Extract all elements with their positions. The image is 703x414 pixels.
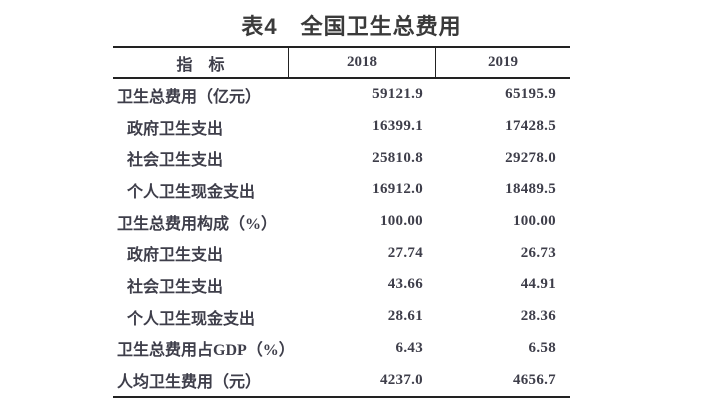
value-2019: 29278.0 (505, 149, 556, 166)
row-label: 卫生总费用构成（%） (117, 215, 278, 233)
page-title: 表4 全国卫生总费用 (241, 14, 462, 39)
table-header: 指 标 2018 2019 (113, 48, 570, 79)
value-2018: 59121.9 (372, 86, 423, 103)
value-2018: 6.43 (395, 339, 423, 356)
value-2018: 28.61 (387, 308, 423, 325)
row-label: 个人卫生现金支出 (127, 183, 256, 201)
table-row: 个人卫生现金支出 28.61 28.36 (113, 301, 570, 333)
value-2019: 26.73 (520, 244, 556, 261)
value-2019: 4656.7 (512, 371, 556, 388)
row-label: 个人卫生现金支出 (127, 310, 256, 328)
value-2019: 18489.5 (505, 181, 556, 198)
row-label: 社会卫生支出 (127, 152, 224, 170)
row-label: 卫生总费用占GDP（%） (117, 342, 295, 360)
table-body: 卫生总费用（亿元） 59121.9 65195.9 政府卫生支出 16399.1… (113, 79, 570, 396)
header-indicator: 指 标 (176, 56, 225, 74)
value-2019: 28.36 (520, 308, 556, 325)
table-row: 卫生总费用构成（%） 100.00 100.00 (113, 206, 570, 238)
header-2019: 2019 (435, 48, 570, 77)
table-row: 个人卫生现金支出 16912.0 18489.5 (113, 174, 570, 206)
value-2018: 27.74 (387, 244, 423, 261)
value-2019: 17428.5 (505, 118, 556, 135)
row-label: 社会卫生支出 (127, 278, 224, 296)
table-row: 卫生总费用（亿元） 59121.9 65195.9 (113, 79, 570, 111)
row-label: 政府卫生支出 (127, 247, 224, 265)
value-2018: 43.66 (387, 276, 423, 293)
health-expenditure-table: 指 标 2018 2019 卫生总费用（亿元） 59121.9 65195.9 … (113, 46, 570, 398)
value-2018: 16399.1 (372, 118, 423, 135)
table-row: 人均卫生费用（元） 4237.0 4656.7 (113, 364, 570, 396)
row-label: 人均卫生费用（元） (117, 374, 262, 392)
row-label: 卫生总费用（亿元） (117, 88, 262, 106)
table-row: 政府卫生支出 16399.1 17428.5 (113, 111, 570, 143)
value-2019: 6.58 (528, 339, 556, 356)
value-2019: 44.91 (520, 276, 556, 293)
value-2019: 100.00 (512, 213, 556, 230)
value-2018: 4237.0 (379, 371, 423, 388)
row-label: 政府卫生支出 (127, 120, 224, 138)
value-2019: 65195.9 (505, 86, 556, 103)
value-2018: 25810.8 (372, 149, 423, 166)
table-row: 政府卫生支出 27.74 26.73 (113, 237, 570, 269)
header-2018: 2018 (288, 48, 435, 77)
value-2018: 100.00 (379, 213, 423, 230)
table-row: 社会卫生支出 25810.8 29278.0 (113, 142, 570, 174)
value-2018: 16912.0 (372, 181, 423, 198)
table-row: 社会卫生支出 43.66 44.91 (113, 269, 570, 301)
table-row: 卫生总费用占GDP（%） 6.43 6.58 (113, 333, 570, 365)
